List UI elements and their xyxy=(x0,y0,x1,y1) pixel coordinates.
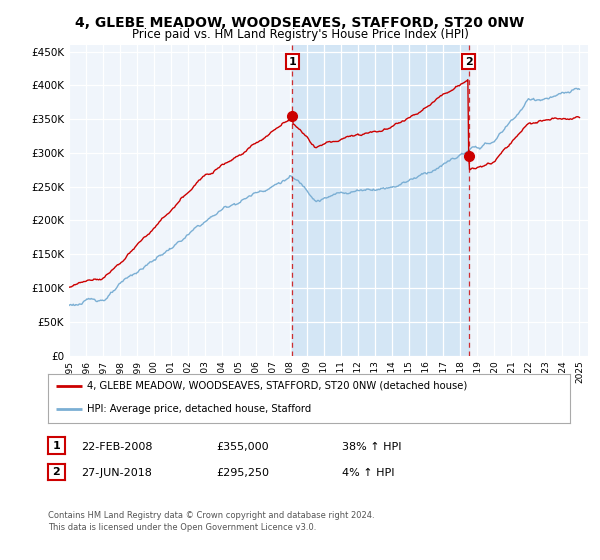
Text: 38% ↑ HPI: 38% ↑ HPI xyxy=(342,442,401,452)
Bar xyxy=(292,45,469,356)
Text: 2: 2 xyxy=(53,467,60,477)
Text: 4% ↑ HPI: 4% ↑ HPI xyxy=(342,468,395,478)
Text: 27-JUN-2018: 27-JUN-2018 xyxy=(81,468,152,478)
Text: 1: 1 xyxy=(53,441,60,451)
Text: Price paid vs. HM Land Registry's House Price Index (HPI): Price paid vs. HM Land Registry's House … xyxy=(131,28,469,41)
Text: This data is licensed under the Open Government Licence v3.0.: This data is licensed under the Open Gov… xyxy=(48,523,316,532)
Text: 2: 2 xyxy=(465,57,473,67)
Text: HPI: Average price, detached house, Stafford: HPI: Average price, detached house, Staf… xyxy=(87,404,311,414)
Text: 4, GLEBE MEADOW, WOODSEAVES, STAFFORD, ST20 0NW: 4, GLEBE MEADOW, WOODSEAVES, STAFFORD, S… xyxy=(76,16,524,30)
Text: £355,000: £355,000 xyxy=(216,442,269,452)
Text: 22-FEB-2008: 22-FEB-2008 xyxy=(81,442,152,452)
Text: 4, GLEBE MEADOW, WOODSEAVES, STAFFORD, ST20 0NW (detached house): 4, GLEBE MEADOW, WOODSEAVES, STAFFORD, S… xyxy=(87,381,467,391)
Text: 1: 1 xyxy=(289,57,296,67)
Text: Contains HM Land Registry data © Crown copyright and database right 2024.: Contains HM Land Registry data © Crown c… xyxy=(48,511,374,520)
Text: £295,250: £295,250 xyxy=(216,468,269,478)
